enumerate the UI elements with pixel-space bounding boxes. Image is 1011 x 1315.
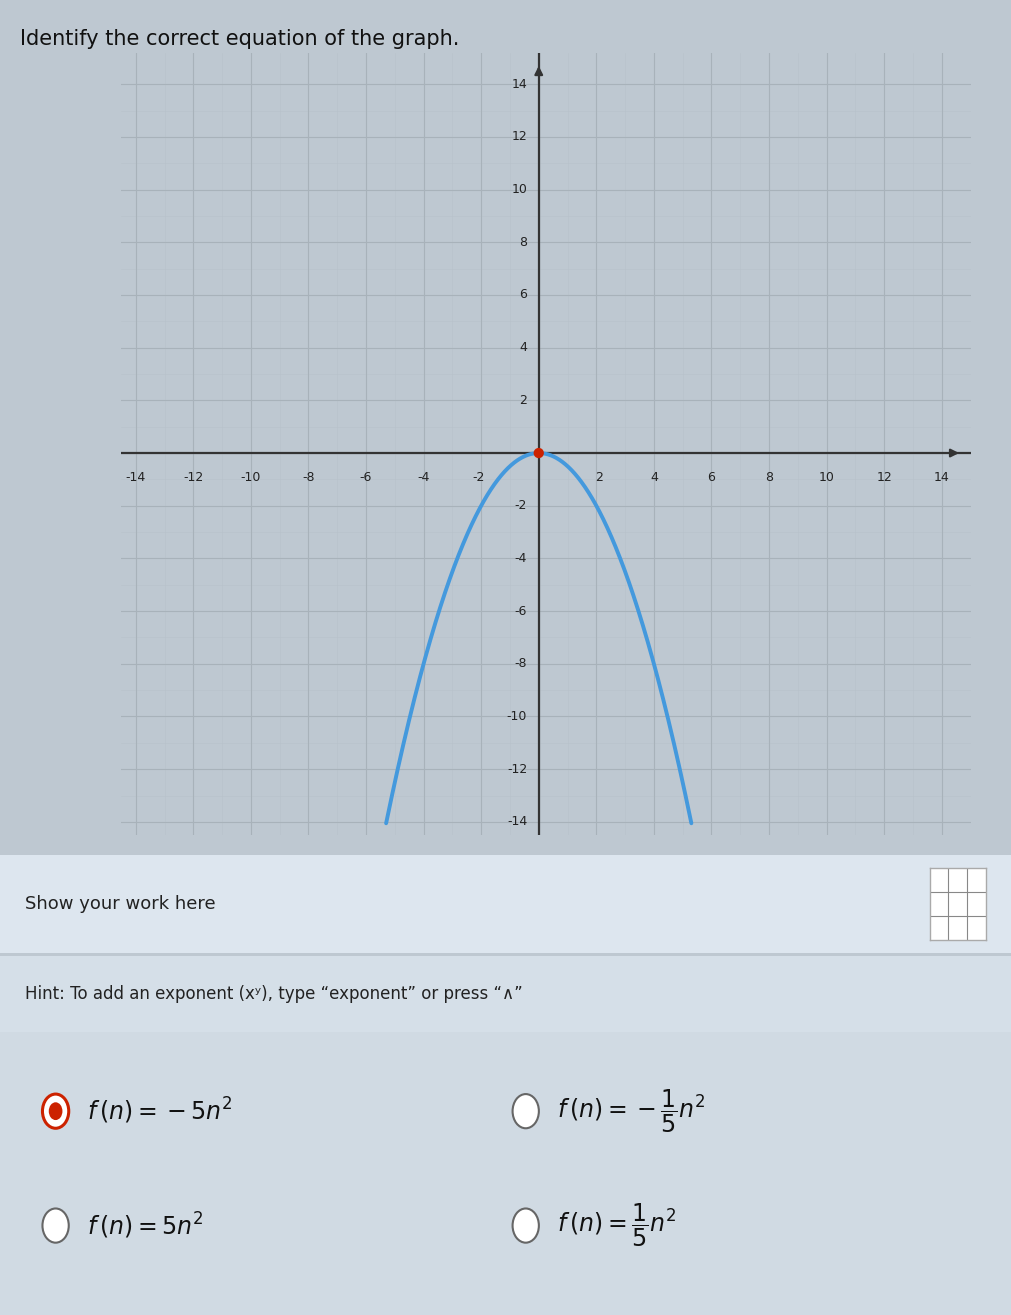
Text: $f\,(n) = -5n^2$: $f\,(n) = -5n^2$ <box>87 1097 233 1126</box>
Text: -2: -2 <box>515 500 527 513</box>
Text: $f\,(n) = 5n^2$: $f\,(n) = 5n^2$ <box>87 1211 203 1240</box>
Text: 14: 14 <box>512 78 527 91</box>
Text: Identify the correct equation of the graph.: Identify the correct equation of the gra… <box>20 29 460 49</box>
Text: -14: -14 <box>507 815 527 828</box>
Text: 6: 6 <box>520 288 527 301</box>
Text: $f\,(n) = \dfrac{1}{5}n^2$: $f\,(n) = \dfrac{1}{5}n^2$ <box>557 1202 676 1249</box>
Text: -6: -6 <box>515 605 527 618</box>
Text: 12: 12 <box>877 472 892 484</box>
Text: -12: -12 <box>507 763 527 776</box>
Text: Hint: To add an exponent (xʸ), type “exponent” or press “∧”: Hint: To add an exponent (xʸ), type “exp… <box>25 985 523 1003</box>
Text: -10: -10 <box>507 710 527 723</box>
Text: 8: 8 <box>520 235 527 249</box>
Text: -8: -8 <box>515 658 527 671</box>
Text: 4: 4 <box>520 341 527 354</box>
Text: -4: -4 <box>515 552 527 565</box>
Text: -8: -8 <box>302 472 314 484</box>
Text: 10: 10 <box>512 183 527 196</box>
Text: 6: 6 <box>708 472 716 484</box>
Text: 2: 2 <box>595 472 604 484</box>
Text: 12: 12 <box>512 130 527 143</box>
Text: $f\,(n) = -\dfrac{1}{5}n^2$: $f\,(n) = -\dfrac{1}{5}n^2$ <box>557 1088 706 1135</box>
Text: Show your work here: Show your work here <box>25 896 216 913</box>
Text: -12: -12 <box>183 472 203 484</box>
Text: 8: 8 <box>765 472 773 484</box>
Text: 4: 4 <box>650 472 658 484</box>
Text: -2: -2 <box>472 472 484 484</box>
Text: -10: -10 <box>241 472 261 484</box>
Text: -4: -4 <box>418 472 430 484</box>
Text: -14: -14 <box>125 472 146 484</box>
Text: 10: 10 <box>819 472 834 484</box>
Point <box>531 443 547 464</box>
Text: -6: -6 <box>360 472 372 484</box>
Text: 14: 14 <box>934 472 949 484</box>
Text: 2: 2 <box>520 394 527 406</box>
